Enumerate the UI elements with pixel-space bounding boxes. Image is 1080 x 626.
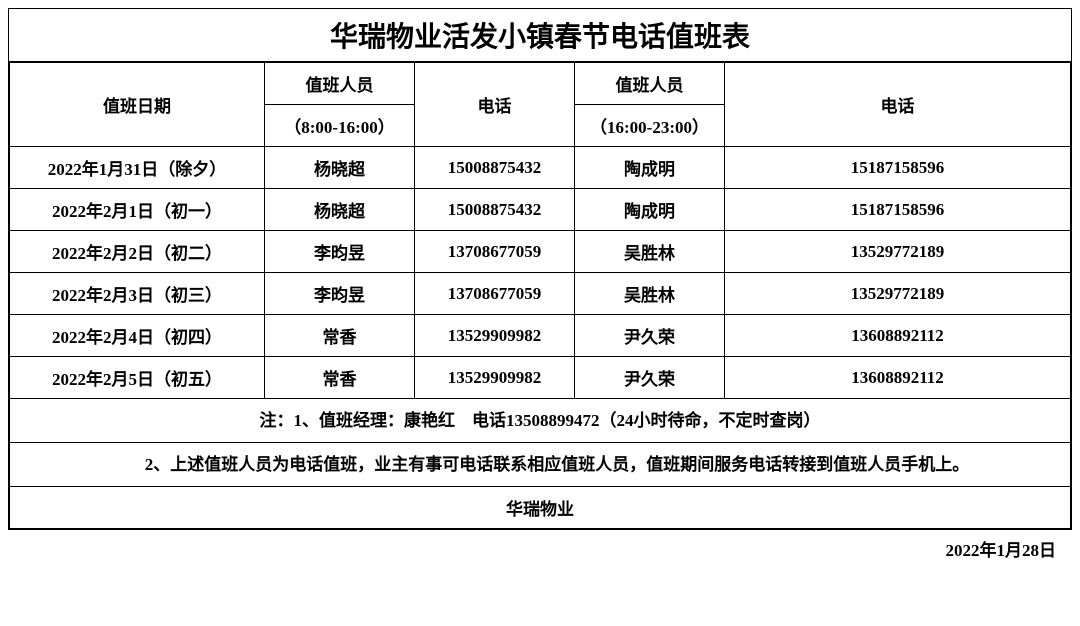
signature-row: 华瑞物业	[10, 487, 1071, 529]
cell-phone1: 15008875432	[415, 147, 575, 189]
cell-staff1: 杨晓超	[265, 147, 415, 189]
th-shift2: （16:00-23:00）	[575, 105, 725, 147]
signature-text: 华瑞物业	[10, 487, 1071, 529]
duty-table: 值班日期 值班人员 电话 值班人员 电话 （8:00-16:00） （16:00…	[9, 62, 1071, 529]
cell-staff1: 李昀昱	[265, 273, 415, 315]
table-row: 2022年2月2日（初二） 李昀昱 13708677059 吴胜林 135297…	[10, 231, 1071, 273]
cell-date: 2022年2月3日（初三）	[10, 273, 265, 315]
issue-date: 2022年1月28日	[8, 530, 1072, 567]
cell-staff2: 尹久荣	[575, 357, 725, 399]
cell-phone2: 13608892112	[725, 315, 1071, 357]
cell-phone2: 13529772189	[725, 273, 1071, 315]
page-title: 华瑞物业活发小镇春节电话值班表	[9, 9, 1071, 62]
cell-phone1: 13708677059	[415, 231, 575, 273]
cell-phone2: 13529772189	[725, 231, 1071, 273]
cell-staff1: 常香	[265, 357, 415, 399]
table-row: 2022年1月31日（除夕） 杨晓超 15008875432 陶成明 15187…	[10, 147, 1071, 189]
cell-phone1: 13529909982	[415, 357, 575, 399]
table-row: 2022年2月5日（初五） 常香 13529909982 尹久荣 1360889…	[10, 357, 1071, 399]
note-text-1: 注：1、值班经理：康艳红 电话13508899472（24小时待命，不定时查岗）	[10, 399, 1071, 443]
cell-date: 2022年2月2日（初二）	[10, 231, 265, 273]
cell-phone1: 13708677059	[415, 273, 575, 315]
cell-staff1: 杨晓超	[265, 189, 415, 231]
cell-staff2: 吴胜林	[575, 273, 725, 315]
cell-staff1: 李昀昱	[265, 231, 415, 273]
note-row-2: 2、上述值班人员为电话值班，业主有事可电话联系相应值班人员，值班期间服务电话转接…	[10, 443, 1071, 487]
th-phone2: 电话	[725, 63, 1071, 147]
cell-date: 2022年2月1日（初一）	[10, 189, 265, 231]
cell-phone2: 13608892112	[725, 357, 1071, 399]
note-row-1: 注：1、值班经理：康艳红 电话13508899472（24小时待命，不定时查岗）	[10, 399, 1071, 443]
cell-staff1: 常香	[265, 315, 415, 357]
th-phone1: 电话	[415, 63, 575, 147]
th-staff1: 值班人员	[265, 63, 415, 105]
table-row: 2022年2月1日（初一） 杨晓超 15008875432 陶成明 151871…	[10, 189, 1071, 231]
table-row: 2022年2月4日（初四） 常香 13529909982 尹久荣 1360889…	[10, 315, 1071, 357]
cell-staff2: 尹久荣	[575, 315, 725, 357]
cell-staff2: 陶成明	[575, 189, 725, 231]
table-row: 2022年2月3日（初三） 李昀昱 13708677059 吴胜林 135297…	[10, 273, 1071, 315]
table-body: 2022年1月31日（除夕） 杨晓超 15008875432 陶成明 15187…	[10, 147, 1071, 529]
cell-phone2: 15187158596	[725, 189, 1071, 231]
th-shift1: （8:00-16:00）	[265, 105, 415, 147]
cell-staff2: 吴胜林	[575, 231, 725, 273]
th-date: 值班日期	[10, 63, 265, 147]
note-text-2: 2、上述值班人员为电话值班，业主有事可电话联系相应值班人员，值班期间服务电话转接…	[10, 443, 1071, 487]
cell-phone1: 13529909982	[415, 315, 575, 357]
cell-phone1: 15008875432	[415, 189, 575, 231]
document: 华瑞物业活发小镇春节电话值班表 值班日期 值班人员 电话 值班人员 电话 （8:…	[8, 8, 1072, 530]
cell-phone2: 15187158596	[725, 147, 1071, 189]
cell-date: 2022年2月4日（初四）	[10, 315, 265, 357]
cell-date: 2022年1月31日（除夕）	[10, 147, 265, 189]
th-staff2: 值班人员	[575, 63, 725, 105]
header-row-1: 值班日期 值班人员 电话 值班人员 电话	[10, 63, 1071, 105]
cell-date: 2022年2月5日（初五）	[10, 357, 265, 399]
cell-staff2: 陶成明	[575, 147, 725, 189]
